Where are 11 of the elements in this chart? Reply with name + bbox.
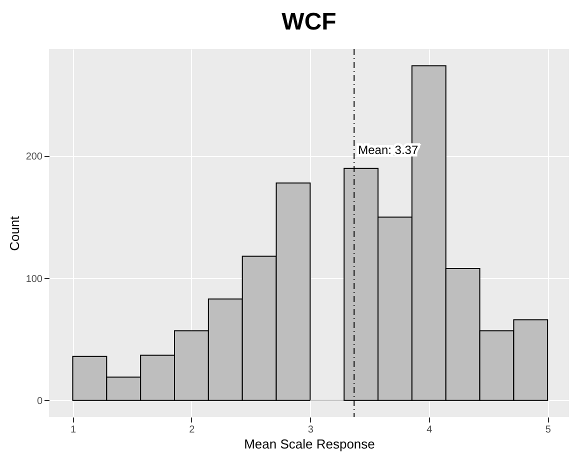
y-axis-title: Count bbox=[6, 216, 22, 251]
x-tick-label: 3 bbox=[308, 424, 314, 436]
y-tick-label: 100 bbox=[26, 274, 43, 285]
x-tick-label: 5 bbox=[545, 424, 552, 436]
x-tick-label: 1 bbox=[70, 424, 76, 436]
chart-title: WCF bbox=[282, 8, 336, 36]
x-tick-label: 2 bbox=[189, 424, 196, 436]
y-tick-label: 200 bbox=[26, 152, 43, 163]
y-tick-label: 0 bbox=[36, 396, 43, 407]
x-axis-title: Mean Scale Response bbox=[244, 436, 375, 452]
x-tick-label: 4 bbox=[426, 424, 433, 436]
